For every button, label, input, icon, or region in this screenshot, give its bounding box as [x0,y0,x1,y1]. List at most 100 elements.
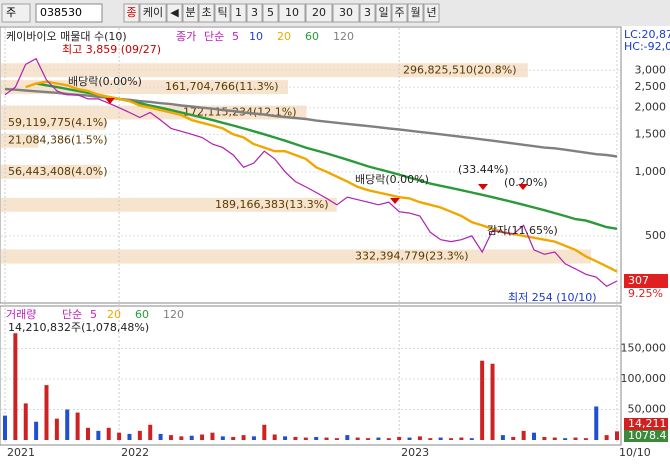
toolbar-label[interactable]: 종 [126,6,136,19]
toolbar-label[interactable]: 3 [364,6,371,19]
toolbar-button[interactable] [182,3,199,23]
volume-bar [65,409,70,440]
toolbar-label[interactable]: 주 [394,6,404,19]
toolbar-button[interactable] [198,3,215,23]
legend-entry: 60 [305,30,319,43]
volume-bar [438,437,443,440]
code-input[interactable] [35,3,103,23]
toolbar-button[interactable] [278,3,306,23]
legend-entry: 단순 [204,30,224,43]
toolbar-button[interactable] [230,3,247,23]
toolbar-button[interactable] [262,3,279,23]
volume-bar [314,436,319,440]
volume-profile-bar [1,249,591,264]
toolbar-button[interactable] [139,3,167,23]
toolbar-items: 주 038530 종 케이 ◀ 분 초 틱 1 3 5 10 20 30 3 일 주 월 년 [1,3,440,23]
toolbar-label[interactable]: 30 [339,6,353,19]
toolbar-button[interactable] [166,3,183,23]
y-tick-label: 50,000 [628,403,667,416]
volume-bar [490,363,495,440]
last-price: 307 [628,274,649,287]
toolbar-label[interactable]: 케이 [143,6,163,19]
volume-bar [3,415,7,440]
volume-bar [386,438,391,440]
toolbar-label[interactable]: 5 [267,6,274,19]
toolbar-button[interactable] [305,3,333,23]
toolbar-label[interactable]: 20 [312,6,326,19]
toolbar-button[interactable] [123,3,140,23]
volume-bar [210,432,215,440]
toolbar-button[interactable] [214,3,231,23]
volume-profile-bar [1,63,528,78]
volume-bar [293,436,298,440]
code[interactable]: 038530 [40,6,82,19]
toolbar-label[interactable]: 일 [378,5,388,19]
toolbar-label[interactable]: ◀ [170,6,179,19]
toolbar-button[interactable] [407,3,424,23]
price-line [25,80,618,273]
volume-bar [127,433,132,440]
volume-profile-label: 296,825,510(20.8%) [403,63,517,76]
toolbar-button[interactable] [375,3,392,23]
annotation: 최저 254 (10/10) [508,291,597,304]
x-tick-label: 10/10 [619,446,651,459]
market-select[interactable] [1,3,31,23]
volume-bar [85,427,90,440]
volume-bar [241,435,246,440]
volume-bar [148,424,153,440]
y-tick-label: 3,000 [635,63,667,76]
volume-bar [13,333,18,440]
volume-profile-bar [1,115,106,130]
volume-bar [459,437,464,440]
volume-bar [262,424,267,440]
volume-bar [397,436,402,440]
legend-entry: 5 [90,308,97,321]
y-tick-label: 1,500 [635,127,667,140]
toolbar-button[interactable] [332,3,360,23]
volume-bar [594,406,599,440]
x-tick-label: 2023 [401,446,429,459]
volume-profile-bar [1,164,102,179]
event-arrow [478,184,488,190]
legend-entry: 120 [163,308,184,321]
legend-entry: 10 [249,30,263,43]
volume-bar [376,437,381,440]
volume-profile-label: 189,166,383(13.3%) [215,198,329,211]
market[interactable]: 주 [6,6,16,19]
annotation: 최고 3,859 (09/27) [62,43,161,56]
volume-bar [542,436,547,440]
last-price-box [624,274,668,289]
volume-bar [480,360,485,440]
toolbar-label[interactable]: 초 [201,6,211,19]
toolbar-button[interactable] [391,3,408,23]
toolbar-button[interactable] [359,3,376,23]
volume-profile-bar [1,133,39,148]
y-tick-label: 2,000 [635,101,667,114]
volume-bar [137,430,142,440]
toolbar-label[interactable]: 틱 [217,6,227,19]
side-label: HC:-92,0 [624,40,670,53]
toolbar-label[interactable]: 1 [235,6,242,19]
toolbar-label[interactable]: 분 [185,6,195,19]
toolbar-label[interactable]: 월 [410,6,420,19]
y-tick-label: 150,000 [621,342,667,355]
toolbar-label[interactable]: 3 [251,6,258,19]
event-arrow [518,184,528,190]
volume-bar [604,435,609,440]
volume-bar [469,438,474,440]
toolbar-label[interactable]: 10 [285,6,299,19]
y-tick-label: 100,000 [621,372,667,385]
volume-bar [54,418,59,440]
volume-bar [220,436,225,440]
volume-bar [417,436,422,440]
toolbar-button[interactable] [246,3,263,23]
annotation: (0.20%) [504,176,548,189]
toolbar-label[interactable]: 년 [426,6,436,19]
volume-bar [615,431,619,440]
legend-entry: 60 [135,308,149,321]
volume-bar [583,438,588,440]
y-tick-label: 1,000 [635,165,667,178]
volume-title: 거래량 [6,308,36,321]
toolbar-button[interactable] [423,3,440,23]
volume-bar [303,437,308,440]
